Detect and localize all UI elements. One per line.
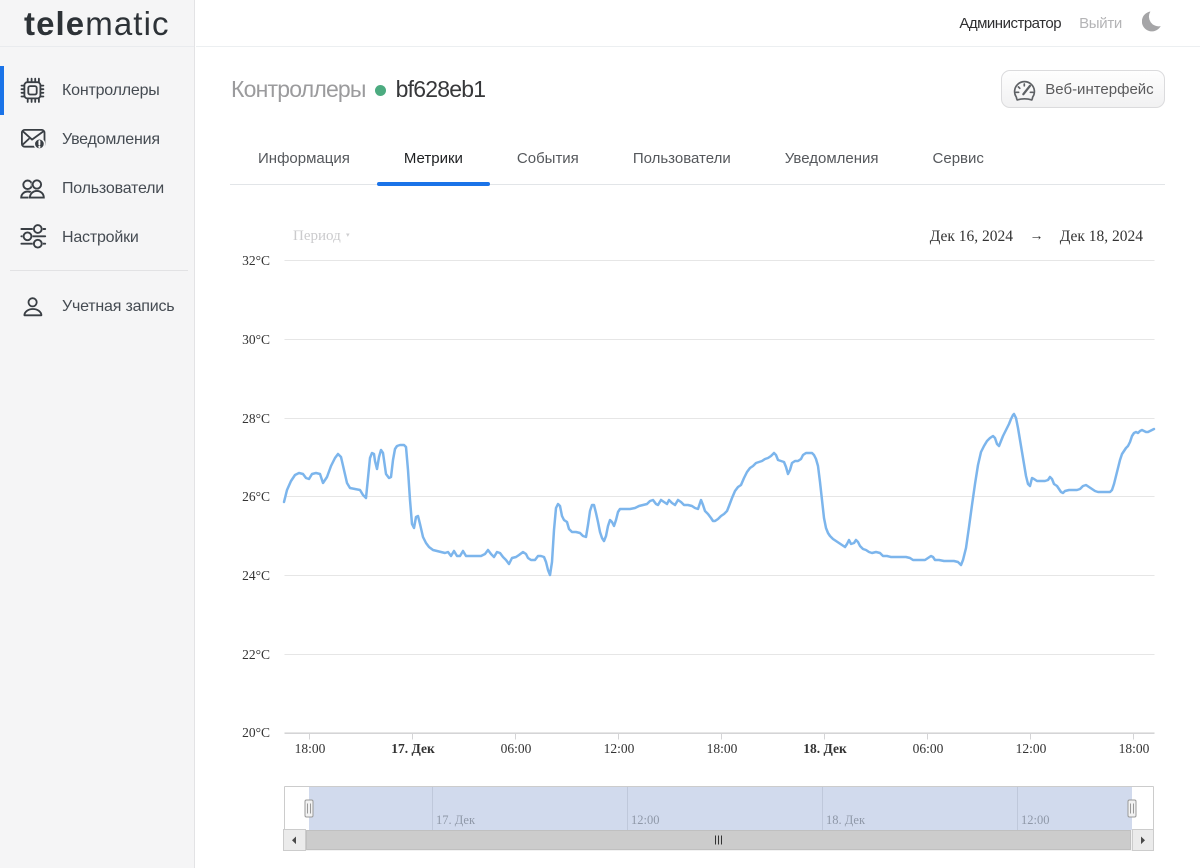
svg-text:18. Дек: 18. Дек (803, 741, 847, 756)
svg-text:17. Дек: 17. Дек (391, 741, 435, 756)
svg-text:06:00: 06:00 (913, 741, 944, 756)
svg-text:→: → (1030, 227, 1044, 243)
svg-text:12:00: 12:00 (1016, 741, 1047, 756)
svg-text:18:00: 18:00 (1119, 741, 1150, 756)
svg-text:18. Дек: 18. Дек (826, 813, 866, 827)
svg-text:17. Дек: 17. Дек (436, 813, 476, 827)
svg-text:12:00: 12:00 (1021, 813, 1049, 827)
svg-text:12:00: 12:00 (604, 741, 635, 756)
svg-text:26°C: 26°C (242, 489, 270, 504)
svg-text:Дек 16, 2024: Дек 16, 2024 (930, 228, 1014, 245)
svg-text:28°C: 28°C (242, 411, 270, 426)
svg-text:30°C: 30°C (242, 332, 270, 347)
svg-text:20°C: 20°C (242, 725, 270, 740)
svg-text:22°C: 22°C (242, 647, 270, 662)
svg-text:32°C: 32°C (242, 253, 270, 268)
svg-text:24°C: 24°C (242, 568, 270, 583)
svg-text:Период: Период (293, 228, 341, 244)
svg-text:18:00: 18:00 (707, 741, 738, 756)
svg-text:12:00: 12:00 (631, 813, 659, 827)
svg-text:Дек 18, 2024: Дек 18, 2024 (1060, 228, 1144, 245)
svg-text:18:00: 18:00 (295, 741, 326, 756)
svg-text:06:00: 06:00 (501, 741, 532, 756)
